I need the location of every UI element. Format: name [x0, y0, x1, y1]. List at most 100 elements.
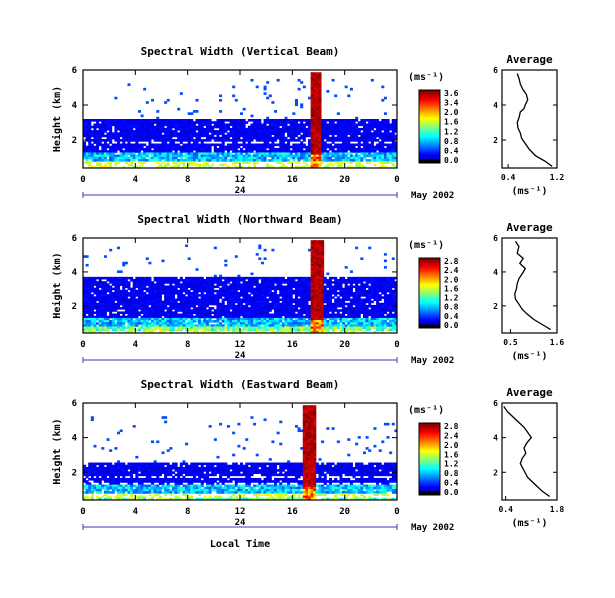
heatmap-cell: [229, 298, 233, 302]
heatmap-cell: [195, 134, 199, 138]
heatmap-cell: [234, 143, 238, 147]
heatmap-cell: [224, 317, 228, 321]
heatmap-cell: [130, 304, 134, 308]
heatmap-cell: [98, 150, 102, 153]
heatmap-cell: [177, 134, 181, 138]
heatmap-cell: [179, 326, 183, 330]
heatmap-cell: [216, 283, 220, 286]
heatmap-cell: [98, 291, 102, 295]
heatmap-cell: [169, 141, 173, 144]
heatmap-cell: [323, 320, 327, 323]
heatmap-cell: [342, 276, 346, 280]
heatmap-cell: [213, 328, 217, 332]
heatmap-cell: [300, 294, 304, 297]
heatmap-cell: [171, 307, 175, 310]
heatmap-cell: [279, 283, 283, 286]
heatmap-cell: [130, 307, 134, 310]
heatmap-cell: [347, 139, 351, 142]
heatmap-cell: [253, 147, 257, 151]
heatmap-cell: [145, 130, 149, 133]
heatmap-cell: [300, 147, 304, 151]
heatmap-cell: [313, 296, 317, 299]
heatmap-cell: [342, 159, 346, 162]
heatmap-cell: [109, 296, 113, 299]
heatmap-cell: [315, 272, 319, 276]
heatmap-cell: [302, 287, 306, 291]
heatmap-cell: [336, 152, 340, 156]
heatmap-cell: [145, 279, 149, 282]
heatmap-cell: [187, 324, 191, 327]
heatmap-cell: [349, 289, 353, 293]
heatmap-cell: [169, 300, 173, 304]
heatmap-cell: [308, 141, 312, 144]
heatmap-cell: [216, 279, 220, 282]
heatmap-cell: [205, 276, 209, 280]
heatmap-cell: [96, 132, 100, 135]
heatmap-cell: [106, 302, 110, 306]
heatmap-cell: [323, 324, 327, 327]
heatmap-cell: [247, 307, 251, 310]
heatmap-cell: [85, 309, 89, 312]
heatmap-cell: [315, 270, 319, 273]
heatmap-cell: [389, 147, 393, 151]
heatmap-cell: [119, 302, 123, 306]
heatmap-cell: [268, 322, 272, 325]
heatmap-cell: [88, 123, 92, 127]
heatmap-cell: [308, 317, 312, 321]
heatmap-cell: [219, 132, 223, 135]
heatmap-cell: [143, 134, 147, 138]
heatmap-cell: [255, 311, 259, 314]
heatmap-cell: [297, 150, 301, 153]
heatmap-cell: [292, 326, 296, 330]
heatmap-cell: [279, 315, 283, 319]
heatmap-cell: [237, 136, 241, 140]
heatmap-cell: [226, 315, 230, 319]
heatmap-cell: [203, 150, 207, 153]
heatmap-cell: [289, 132, 293, 135]
heatmap-cell: [268, 304, 272, 308]
heatmap-cell: [148, 119, 152, 122]
heatmap-cell: [297, 130, 301, 133]
heatmap-cell: [93, 281, 97, 284]
heatmap-cell: [213, 130, 217, 133]
heatmap-cell: [274, 134, 278, 138]
heatmap-cell: [321, 246, 325, 250]
heatmap-cell: [276, 285, 280, 289]
heatmap-cell: [122, 322, 126, 325]
heatmap-cell: [122, 159, 126, 162]
heatmap-cell: [284, 302, 288, 306]
heatmap-cell: [169, 309, 173, 312]
heatmap-cell: [158, 309, 162, 312]
heatmap-cell: [349, 145, 353, 149]
heatmap-cell: [349, 159, 353, 162]
heatmap-cell: [242, 134, 246, 138]
heatmap-cell: [114, 326, 118, 330]
heatmap-cell: [185, 165, 189, 169]
heatmap-cell: [143, 123, 147, 127]
heatmap-cell: [355, 159, 359, 162]
heatmap-cell: [237, 130, 241, 133]
heatmap-cell: [315, 285, 319, 289]
heatmap-cell: [187, 296, 191, 299]
heatmap-cell: [198, 281, 202, 284]
heatmap-cell: [111, 145, 115, 149]
heatmap-cell: [216, 150, 220, 153]
heatmap-cell: [308, 296, 312, 299]
heatmap-cell: [221, 136, 225, 140]
heatmap-cell: [200, 119, 204, 122]
heatmap-cell: [344, 121, 348, 124]
heatmap-cell: [253, 119, 257, 122]
heatmap-cell: [389, 123, 393, 127]
heatmap-cell: [284, 156, 288, 160]
heatmap-cell: [211, 132, 215, 135]
heatmap-cell: [260, 298, 264, 302]
heatmap-cell: [234, 139, 238, 142]
heatmap-cell: [370, 143, 374, 147]
heatmap-cell: [174, 313, 178, 317]
heatmap-cell: [137, 320, 141, 323]
heatmap-cell: [237, 150, 241, 153]
heatmap-cell: [376, 125, 380, 129]
heatmap-cell: [83, 326, 87, 330]
heatmap-cell: [381, 152, 385, 156]
heatmap-cell: [326, 152, 330, 156]
